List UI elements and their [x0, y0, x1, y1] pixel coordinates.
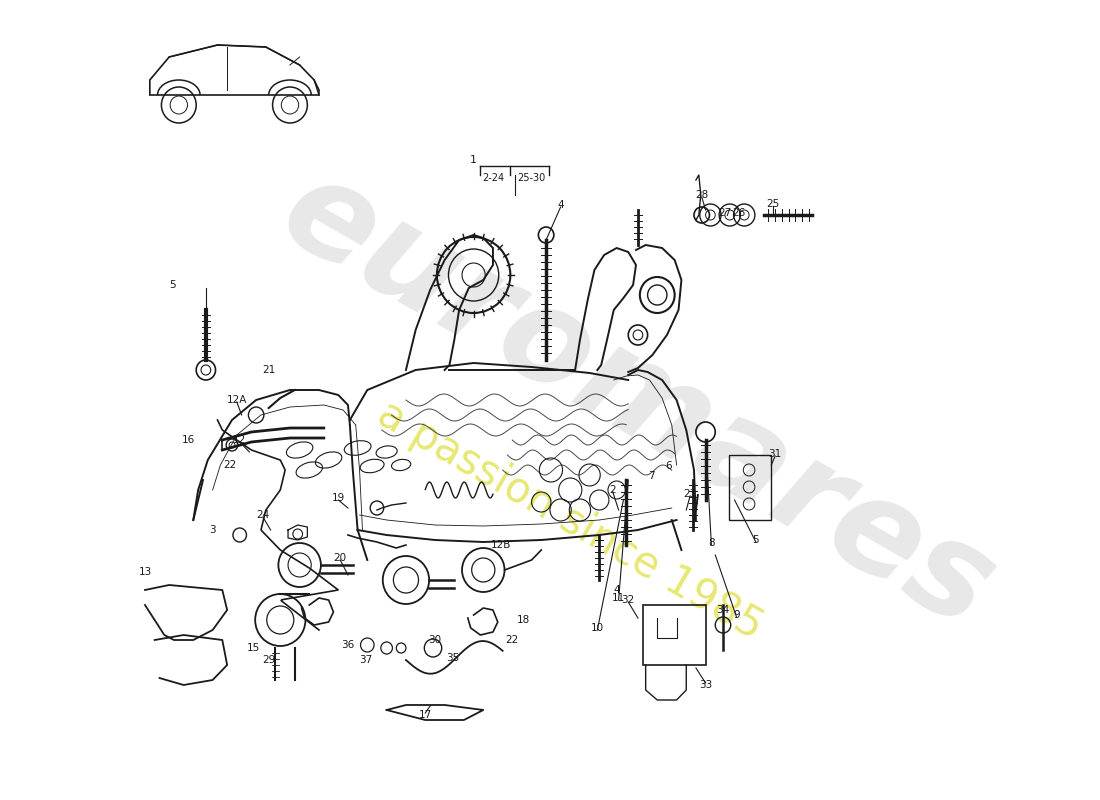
Text: 13: 13 [139, 567, 152, 577]
Text: 31: 31 [769, 449, 782, 459]
Text: 10: 10 [591, 623, 604, 633]
Text: 18: 18 [517, 615, 530, 625]
Text: 7: 7 [648, 471, 654, 481]
Text: 28: 28 [695, 190, 708, 200]
Text: 2: 2 [609, 485, 616, 495]
Text: 2-24: 2-24 [482, 173, 504, 183]
Text: 25-30: 25-30 [517, 173, 546, 183]
Text: 37: 37 [359, 655, 372, 665]
Text: 21: 21 [262, 365, 275, 375]
Text: 1: 1 [470, 155, 477, 165]
Text: 4: 4 [614, 585, 620, 595]
Text: 30: 30 [428, 635, 441, 645]
Text: a passion since 1985: a passion since 1985 [370, 392, 770, 648]
Text: 3: 3 [209, 525, 216, 535]
Text: 9: 9 [734, 610, 740, 620]
Text: 29: 29 [262, 655, 275, 665]
Text: 26: 26 [732, 208, 745, 218]
Text: 19: 19 [332, 493, 345, 503]
Text: 22: 22 [506, 635, 519, 645]
Text: 6: 6 [666, 461, 672, 471]
Text: 20: 20 [333, 553, 346, 563]
Text: 33: 33 [698, 680, 712, 690]
Text: 12A: 12A [227, 395, 248, 405]
Text: 24: 24 [256, 510, 270, 520]
Text: 11: 11 [612, 593, 625, 603]
Text: 4: 4 [558, 200, 564, 210]
Text: 32: 32 [621, 595, 635, 605]
Text: 15: 15 [246, 643, 260, 653]
Text: 12: 12 [233, 435, 246, 445]
Text: 35: 35 [446, 653, 459, 663]
Text: 8: 8 [708, 538, 715, 548]
Text: 16: 16 [182, 435, 195, 445]
Text: 22: 22 [223, 460, 236, 470]
Text: 36: 36 [341, 640, 354, 650]
Text: 25: 25 [767, 199, 780, 209]
Text: 17: 17 [419, 710, 432, 720]
Text: euromares: euromares [260, 146, 1015, 654]
Text: 5: 5 [168, 280, 175, 290]
Text: 5: 5 [752, 535, 759, 545]
Text: 12B: 12B [491, 540, 510, 550]
Text: 34: 34 [716, 605, 729, 615]
Text: 23: 23 [683, 489, 696, 499]
Text: 27: 27 [718, 208, 732, 218]
